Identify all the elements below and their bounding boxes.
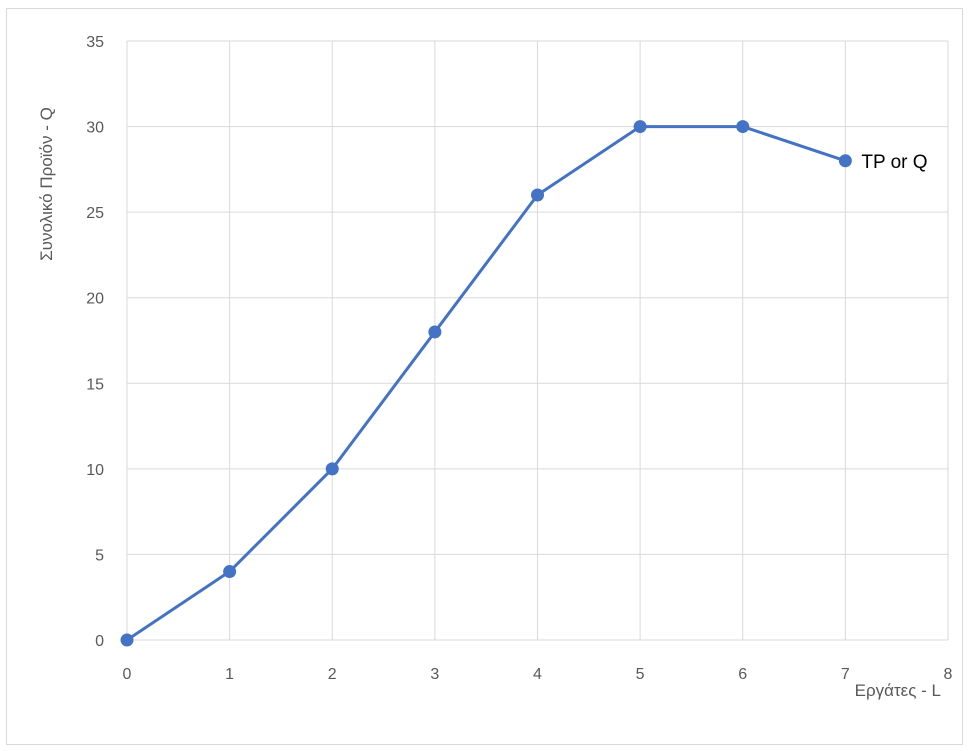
x-axis-title: Εργάτες - L (855, 681, 941, 700)
x-tick-label-2: 2 (328, 666, 337, 683)
x-tick-label-3: 3 (430, 666, 439, 683)
y-tick-label-25: 25 (86, 205, 104, 222)
x-tick-label-6: 6 (738, 666, 747, 683)
data-point-5 (633, 120, 647, 134)
x-tick-label-4: 4 (533, 666, 542, 683)
data-point-4 (531, 188, 544, 202)
data-point-1 (223, 565, 237, 579)
y-tick-label-30: 30 (86, 120, 104, 137)
series-label: TP or Q (861, 152, 927, 173)
y-tick-label-15: 15 (86, 376, 104, 393)
data-point-6 (736, 120, 750, 134)
x-tick-label-1: 1 (225, 666, 234, 683)
data-point-3 (428, 325, 442, 339)
x-tick-label-8: 8 (944, 666, 953, 683)
series-layer: TP or Q (120, 120, 928, 647)
data-point-2 (325, 462, 339, 476)
chart-frame (6, 8, 963, 745)
y-axis-tick-labels: 0 5 10 15 20 25 30 35 (86, 34, 104, 650)
series-line-0 (125, 125, 847, 642)
y-tick-label-0: 0 (95, 633, 104, 650)
y-tick-label-35: 35 (86, 34, 104, 51)
x-tick-label-5: 5 (636, 666, 645, 683)
y-axis-title: Συνολικό Προϊόν - Q (37, 107, 56, 261)
data-point-7 (838, 154, 852, 168)
y-tick-label-20: 20 (86, 291, 104, 308)
x-tick-label-0: 0 (123, 666, 132, 683)
x-axis-tick-labels: 0 1 2 3 4 5 6 7 8 (123, 666, 953, 683)
x-tick-label-7: 7 (841, 666, 850, 683)
y-tick-label-10: 10 (86, 462, 104, 479)
gridlines (126, 40, 949, 641)
data-point-0 (120, 633, 134, 647)
y-tick-label-5: 5 (95, 547, 104, 564)
